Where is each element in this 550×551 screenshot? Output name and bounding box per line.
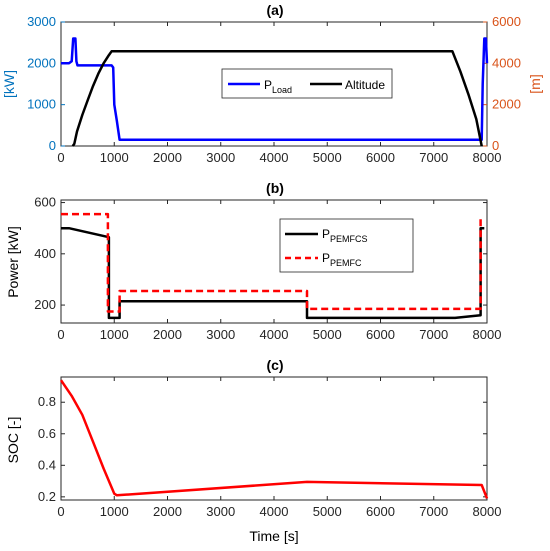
x-tick-label: 2000 xyxy=(153,327,182,342)
panel-b-title: (b) xyxy=(266,180,284,196)
right-y-tick-label: 4000 xyxy=(492,55,521,70)
x-tick-label: 8000 xyxy=(473,327,502,342)
right-y-tick-label: 6000 xyxy=(492,14,521,29)
legend-pemfc-label: PPEMFC xyxy=(322,251,362,268)
y-tick-label: 0 xyxy=(49,138,56,153)
panel-a-right-y-ticks: 0 2000 4000 6000 xyxy=(483,14,521,153)
panel-a-y-ticks: 0 1000 2000 3000 xyxy=(27,14,65,153)
right-y-tick-label: 0 xyxy=(492,138,499,153)
y-tick-label: 400 xyxy=(34,246,56,261)
x-tick-label: 8000 xyxy=(473,504,502,519)
y-tick-label: 1000 xyxy=(27,97,56,112)
x-tick-label: 0 xyxy=(57,150,64,165)
panel-c-y-axis-label: SOC [-] xyxy=(5,417,21,464)
x-tick-label: 7000 xyxy=(419,150,448,165)
series-line-1 xyxy=(61,212,483,313)
y-tick-label: 200 xyxy=(34,297,56,312)
panel-c-x-axis-label: Time [s] xyxy=(249,528,298,544)
series-line-0 xyxy=(61,37,489,142)
x-tick-label: 7000 xyxy=(419,327,448,342)
panel-a-x-ticks: 0 1000 2000 3000 4000 5000 6000 7000 8000 xyxy=(57,22,501,165)
x-tick-label: 2000 xyxy=(153,150,182,165)
legend-pemfcs-label: PPEMFCS xyxy=(322,227,368,244)
x-tick-label: 0 xyxy=(57,327,64,342)
panel-b-frame xyxy=(60,199,488,324)
series-line-0 xyxy=(59,379,489,499)
right-y-tick-label: 2000 xyxy=(492,97,521,112)
y-tick-label: 600 xyxy=(34,195,56,210)
x-tick-label: 4000 xyxy=(260,327,289,342)
x-tick-label: 5000 xyxy=(313,150,342,165)
panel-b-legend-box xyxy=(279,218,414,273)
panel-c-x-ticks: 0 1000 2000 3000 4000 5000 6000 7000 8000 xyxy=(57,377,501,519)
y-tick-label: 0.8 xyxy=(38,394,56,409)
legend-load-label: PLoad xyxy=(264,78,292,95)
y-tick-label: 0.6 xyxy=(38,426,56,441)
x-tick-label: 6000 xyxy=(366,327,395,342)
series-line-0 xyxy=(61,226,485,320)
panel-b-legend: PPEMFCS PPEMFC xyxy=(279,218,414,273)
panel-b-series xyxy=(61,212,485,320)
x-tick-label: 4000 xyxy=(260,150,289,165)
panel-b-y-axis-label: Power [kW] xyxy=(5,226,21,298)
panel-b-x-ticks: 0 1000 2000 3000 4000 5000 6000 7000 8000 xyxy=(57,200,501,342)
panel-a-y-axis-label: [kW] xyxy=(1,70,17,98)
x-tick-label: 1000 xyxy=(100,327,129,342)
panel-a: (a) 0 1000 2000 3000 4000 5000 6000 7000 8000 0 1… xyxy=(1,2,543,165)
x-tick-label: 4000 xyxy=(260,504,289,519)
x-tick-label: 1000 xyxy=(100,504,129,519)
x-tick-label: 5000 xyxy=(313,327,342,342)
series-line-1 xyxy=(71,50,483,147)
panel-c-y-ticks: 0.2 0.4 0.6 0.8 xyxy=(38,394,487,504)
panel-c-series xyxy=(59,379,489,499)
panel-c-title: (c) xyxy=(266,357,283,373)
x-tick-label: 3000 xyxy=(206,150,235,165)
y-tick-label: 3000 xyxy=(27,14,56,29)
x-tick-label: 0 xyxy=(57,504,64,519)
panel-c-frame xyxy=(60,376,488,501)
legend-altitude-label: Altitude xyxy=(345,78,385,92)
y-tick-label: 0.4 xyxy=(38,457,56,472)
panel-a-title: (a) xyxy=(266,2,283,18)
panel-a-right-y-axis-label: [m] xyxy=(527,74,543,93)
panel-a-legend: PLoad Altitude xyxy=(221,68,393,99)
x-tick-label: 8000 xyxy=(473,150,502,165)
panel-b: (b) 0 1000 2000 3000 4000 5000 6000 7000 8000 20… xyxy=(5,180,501,342)
y-tick-label: 0.2 xyxy=(38,489,56,504)
x-tick-label: 1000 xyxy=(100,150,129,165)
panel-a-series xyxy=(61,37,489,147)
x-tick-label: 6000 xyxy=(366,504,395,519)
x-tick-label: 2000 xyxy=(153,504,182,519)
x-tick-label: 7000 xyxy=(419,504,448,519)
y-tick-label: 2000 xyxy=(27,55,56,70)
x-tick-label: 5000 xyxy=(313,504,342,519)
x-tick-label: 3000 xyxy=(206,504,235,519)
panel-b-y-ticks: 200 400 600 xyxy=(34,195,487,312)
panel-c: (c) 0 1000 2000 3000 4000 5000 6000 7000 8000 0.… xyxy=(5,357,501,544)
x-tick-label: 3000 xyxy=(206,327,235,342)
x-tick-label: 6000 xyxy=(366,150,395,165)
